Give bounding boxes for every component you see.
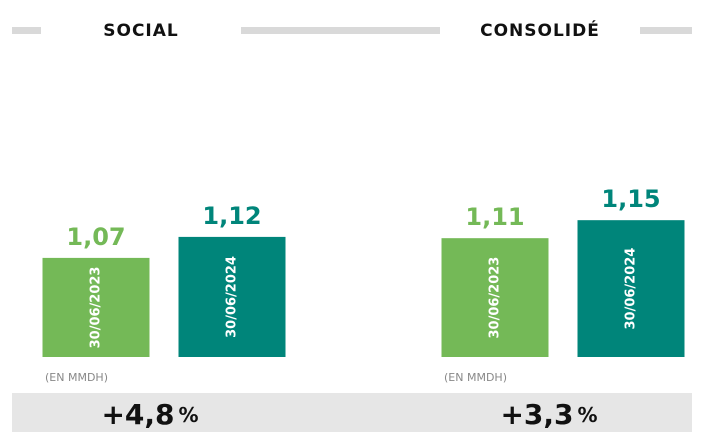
change: +4,8% <box>101 398 198 431</box>
category-label: 30/06/2024 <box>624 248 639 330</box>
change: +3,3% <box>500 398 597 431</box>
title-box <box>41 14 241 48</box>
value-label: 1,11 <box>465 203 524 231</box>
header-rule <box>12 27 692 34</box>
unit-label: (EN MMDH) <box>444 371 507 384</box>
chart-title: CONSOLIDÉ <box>480 19 600 41</box>
footer-band <box>12 393 692 432</box>
value-label: 1,15 <box>601 185 660 213</box>
bar <box>178 236 286 357</box>
value-label: 1,12 <box>202 202 261 230</box>
bar <box>441 238 549 357</box>
bar <box>42 257 150 357</box>
bar <box>577 220 685 357</box>
category-label: 30/06/2024 <box>225 256 240 338</box>
category-label: 30/06/2023 <box>89 267 104 349</box>
change-value: +4,8 <box>101 398 174 431</box>
unit-label: (EN MMDH) <box>45 371 108 384</box>
change-unit: % <box>179 403 199 427</box>
chart-title: SOCIAL <box>103 21 179 41</box>
category-label: 30/06/2023 <box>488 257 503 339</box>
change-unit: % <box>578 403 598 427</box>
change-value: +3,3 <box>500 398 573 431</box>
value-label: 1,07 <box>66 223 125 251</box>
title-box <box>440 14 640 48</box>
